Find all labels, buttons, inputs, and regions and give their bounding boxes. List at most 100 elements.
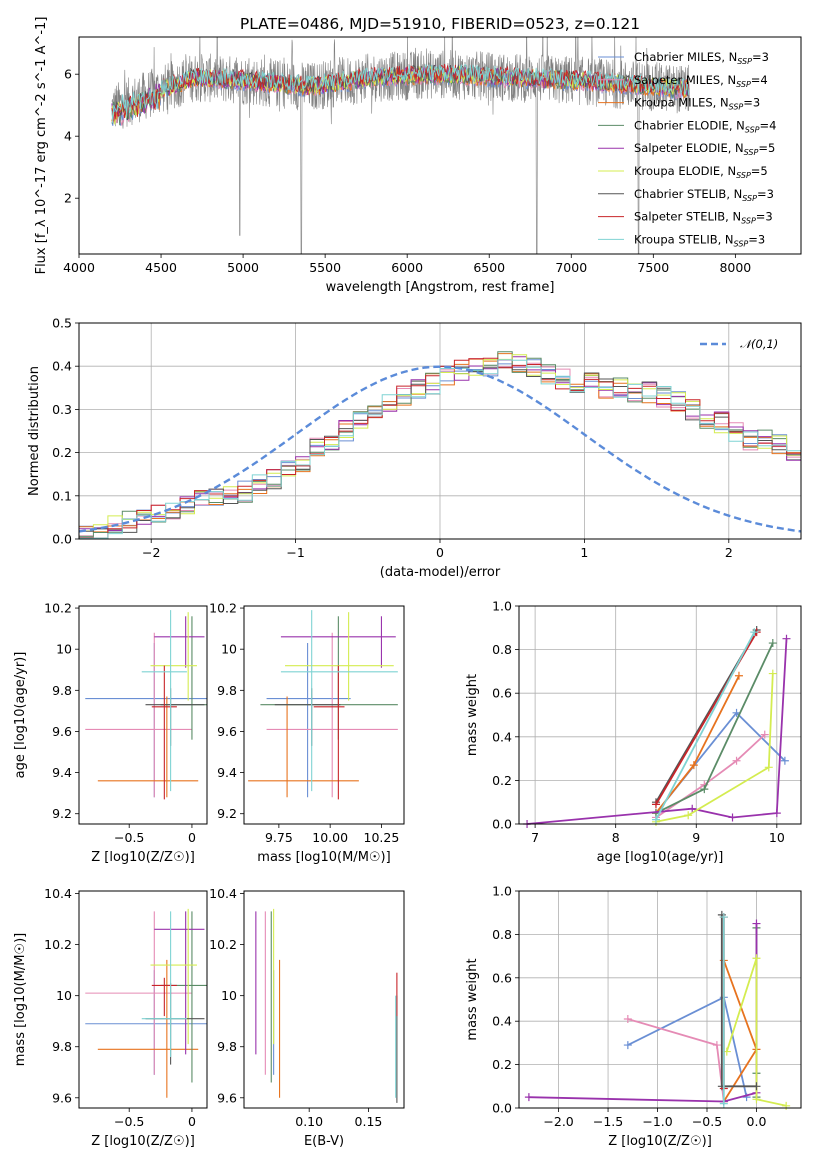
legend-label: Salpeter MILES, NSSP=4 — [634, 73, 768, 89]
y-tick-label: 10.4 — [44, 886, 72, 901]
residuals-marks — [79, 351, 801, 539]
x-tick-label: 5000 — [227, 260, 259, 275]
weight-marker — [742, 1093, 751, 1102]
x-tick-label: 6000 — [391, 260, 423, 275]
y-tick-label: 0.6 — [492, 970, 512, 985]
x-tick-label: 0.15 — [355, 1114, 383, 1129]
x-tick-label: −0.5 — [692, 1114, 722, 1129]
spectrum-data-line — [111, 37, 690, 254]
weight-line — [725, 958, 787, 1107]
x-tick-label: −1 — [286, 545, 304, 560]
y-tick-label: 10.4 — [209, 886, 237, 901]
weight-marker — [782, 634, 791, 643]
weight-marker — [764, 763, 773, 772]
x-tick-label: 8000 — [719, 260, 751, 275]
mass_weight_vs_Z-marks — [524, 910, 791, 1110]
y-tick-label: 0.0 — [52, 532, 72, 547]
y-tick-label: 4 — [64, 129, 72, 144]
weight-marker — [752, 1082, 761, 1091]
y-axis-label: mass [log10(M/M☉)] — [13, 933, 28, 1066]
weight-marker — [651, 800, 660, 809]
y-tick-label: 1.0 — [492, 599, 512, 614]
y-tick-label: 0.0 — [492, 817, 512, 832]
y-tick-label: 10.2 — [209, 937, 237, 952]
weight-marker — [700, 785, 709, 794]
axes-frame — [78, 36, 802, 255]
y-tick-label: 10.2 — [44, 601, 72, 616]
age_vs_Z-panel: −0.5 0 9.2 9.4 9.6 9.8 10 10.2 Z [log10(Z/Z☉)] ag… — [13, 601, 208, 865]
residuals-panel: −2 −1 0 1 2 0.0 0.1 0.2 0.3 0.4 0.5 (data-model)/er… — [27, 316, 802, 580]
y-tick-label: 0.4 — [52, 359, 72, 374]
x-axis-label: mass [log10(M/M☉)] — [257, 850, 390, 865]
x-axis-label: age [log10(age/yr)] — [597, 850, 724, 865]
weight-marker — [719, 913, 728, 922]
y-axis-label: mass weight — [465, 958, 480, 1040]
y-tick-label: 0.1 — [52, 488, 72, 503]
y-tick-label: 10.2 — [209, 601, 237, 616]
residuals-legend: 𝒩(0,1) — [700, 337, 778, 351]
weight-marker — [651, 815, 660, 824]
x-tick-label: 5500 — [309, 260, 341, 275]
y-axis-label: Normed distribution — [27, 366, 42, 496]
spectrum-model-line — [111, 63, 690, 124]
y-tick-label: 6 — [64, 67, 72, 82]
x-axis-label: wavelength [Angstrom, rest frame] — [326, 280, 555, 295]
y-tick-label: 9.6 — [52, 724, 72, 739]
y-tick-label: 9.4 — [52, 765, 72, 780]
y-tick-label: 9.8 — [217, 683, 237, 698]
mass_vs_Z-marks — [85, 908, 207, 1098]
y-tick-label: 0.2 — [492, 1057, 512, 1072]
x-axis-label: (data-model)/error — [380, 565, 501, 580]
y-tick-label: 9.2 — [52, 806, 72, 821]
y-tick-label: 10 — [221, 642, 237, 657]
x-axis-label: Z [log10(Z/Z☉)] — [91, 1134, 195, 1149]
y-tick-label: 0.8 — [492, 642, 512, 657]
x-tick-label: 4000 — [63, 260, 95, 275]
y-tick-label: 0.4 — [492, 729, 512, 744]
x-tick-label: 0.10 — [295, 1114, 323, 1129]
y-tick-label: 2 — [64, 191, 72, 206]
weight-marker — [623, 1015, 632, 1024]
weight-marker — [684, 811, 693, 820]
spectrum-legend: Chabrier MILES, NSSP=3 Salpeter MILES, NS… — [598, 50, 776, 248]
weight-marker — [752, 954, 761, 963]
weight-marker — [768, 669, 777, 678]
y-tick-label: 9.4 — [217, 765, 237, 780]
weight-marker — [752, 919, 761, 928]
gaussian-curve — [79, 365, 801, 533]
x-tick-label: 6500 — [473, 260, 505, 275]
x-tick-label: 0 — [188, 830, 196, 845]
x-tick-label: 10 — [769, 830, 785, 845]
weight-marker — [623, 1041, 632, 1050]
age_vs_mass-panel: 9.75 10.00 10.25 9.2 9.4 9.6 9.8 10 10.2 mass [lo… — [209, 601, 405, 865]
axes-frame — [243, 605, 405, 825]
legend-label: Salpeter ELODIE, NSSP=5 — [634, 141, 775, 157]
figure-title: PLATE=0486, MJD=51910, FIBERID=0523, z=0… — [240, 15, 640, 33]
weight-marker — [760, 730, 769, 739]
x-tick-label: −1.5 — [593, 1114, 623, 1129]
histogram-step — [79, 359, 801, 539]
y-tick-label: 0.4 — [492, 1014, 512, 1029]
mass_weight_vs_age-panel: 7 8 9 10 0.0 0.2 0.4 0.6 0.8 1.0 age [log10(age/yr… — [465, 599, 802, 865]
x-tick-label: −0.5 — [114, 1114, 144, 1129]
x-tick-label: 1 — [580, 545, 588, 560]
y-tick-label: 9.6 — [52, 1090, 72, 1105]
mass_vs_ebv-panel: 0.10 0.15 9.6 9.8 10 10.2 10.4 E(B-V) — [209, 886, 405, 1149]
x-axis-label: Z [log10(Z/Z☉)] — [91, 850, 195, 865]
axes-frame — [518, 605, 802, 825]
legend-label: Chabrier STELIB, NSSP=3 — [634, 187, 774, 203]
y-tick-label: 0.0 — [492, 1101, 512, 1116]
legend-label: Chabrier ELODIE, NSSP=4 — [634, 118, 776, 134]
y-axis-label: mass weight — [465, 674, 480, 756]
axes-frame — [78, 605, 208, 825]
x-tick-label: 0 — [436, 545, 444, 560]
x-tick-label: 2 — [725, 545, 733, 560]
x-axis-label: Z [log10(Z/Z☉)] — [608, 1134, 712, 1149]
y-tick-label: 9.6 — [217, 1090, 237, 1105]
mass_vs_Z-panel: −0.5 0 9.6 9.8 10 10.2 10.4 Z [log10(Z/Z☉)] mass… — [13, 886, 208, 1149]
legend-label: Kroupa STELIB, NSSP=3 — [634, 232, 765, 248]
mass_weight_vs_age-marks — [523, 625, 791, 828]
x-tick-label: 0 — [188, 1114, 196, 1129]
y-tick-label: 10 — [56, 988, 72, 1003]
